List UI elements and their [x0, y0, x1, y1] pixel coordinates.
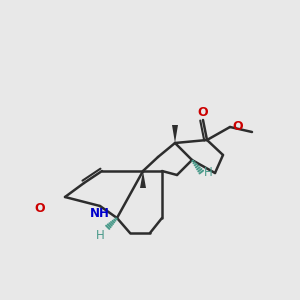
Polygon shape	[140, 171, 146, 188]
Text: O: O	[198, 106, 208, 119]
Text: NH: NH	[90, 207, 110, 220]
Polygon shape	[172, 125, 178, 143]
Text: H: H	[96, 229, 105, 242]
Text: O: O	[34, 202, 45, 214]
Text: H: H	[204, 167, 213, 179]
Text: O: O	[232, 119, 243, 133]
